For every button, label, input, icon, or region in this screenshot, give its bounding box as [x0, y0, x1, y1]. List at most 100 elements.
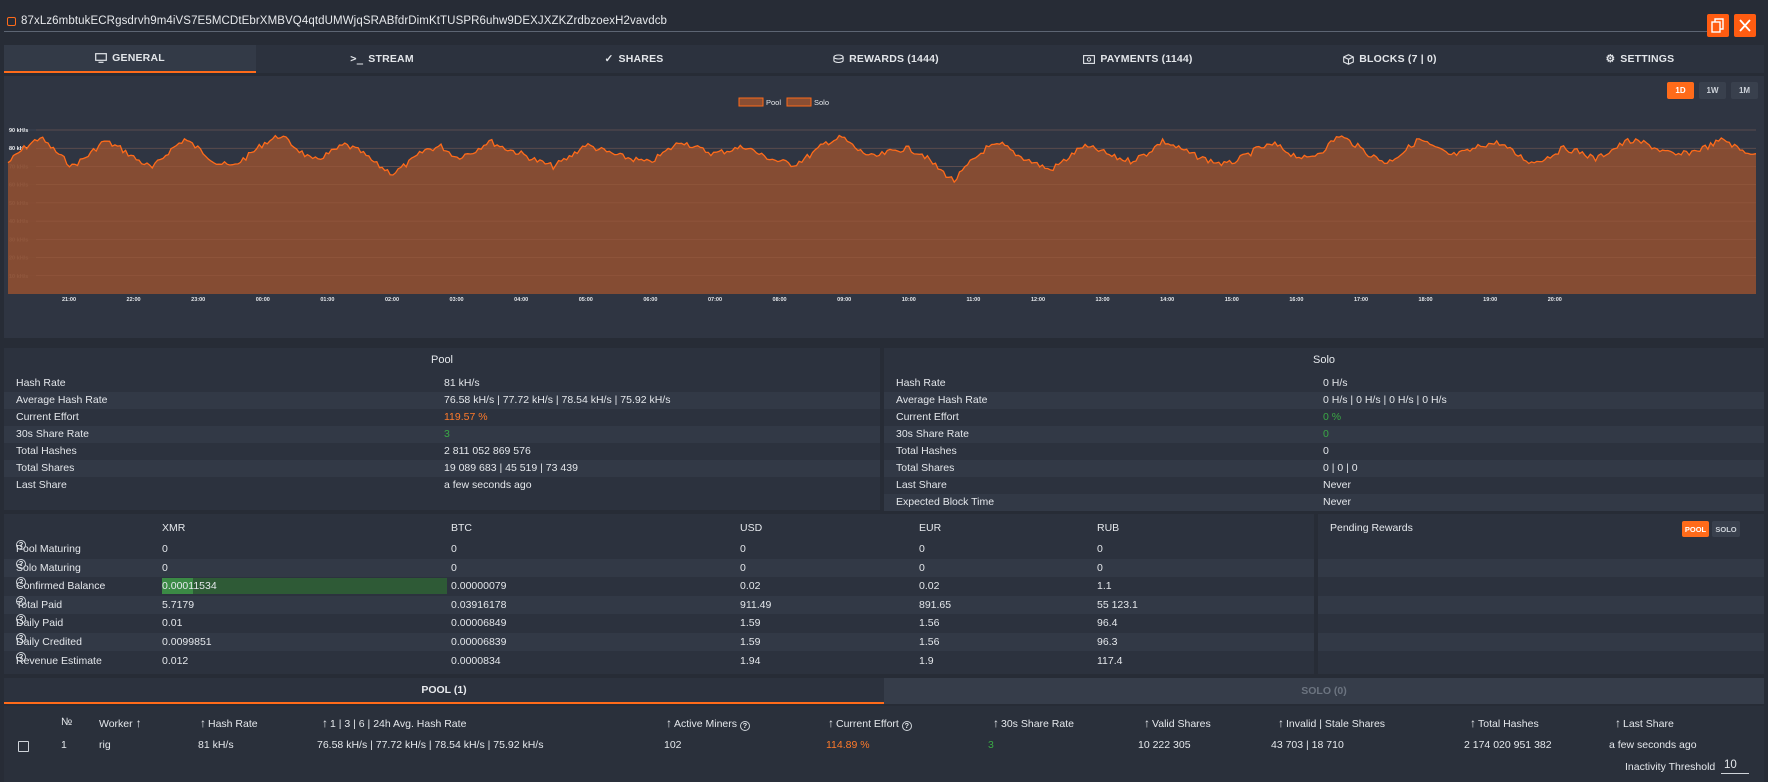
solo-stat-value: 0 H/s — [1323, 377, 1348, 389]
worker-hashrate: 81 kH/s — [198, 739, 234, 751]
range-1w-button[interactable]: 1W — [1699, 82, 1726, 99]
tab-pool-workers[interactable]: POOL (1) — [4, 678, 884, 704]
rewards-row-label-text: Pool Maturing — [16, 543, 81, 555]
solo-stat-value: 0 — [1323, 445, 1329, 457]
help-icon[interactable]: ? — [739, 721, 750, 731]
help-icon[interactable]: ? — [16, 595, 26, 606]
cube-icon — [1343, 53, 1355, 65]
rewards-cell: 96.4 — [1097, 617, 1118, 630]
sort-up-icon: ↑ — [135, 716, 142, 730]
rewards-cell: 0 — [740, 561, 746, 574]
range-1d-button[interactable]: 1D — [1667, 82, 1694, 99]
rewards-cell: 0.00011534 — [162, 580, 217, 593]
pool-stat-label: Total Shares — [16, 462, 75, 474]
rewards-col-header: XMR — [162, 522, 186, 534]
tab-blocks[interactable]: BLOCKS (7 | 0) — [1264, 45, 1516, 73]
tab-rewards[interactable]: REWARDS (1444) — [760, 45, 1012, 73]
rewards-row-label-text: Confirmed Balance — [16, 580, 106, 593]
help-icon[interactable]: ? — [16, 633, 26, 643]
rewards-row: ? Solo Maturing 0 0 0 0 0 — [4, 558, 1314, 577]
monitor-icon — [95, 53, 108, 63]
rewards-cell: 0.01 — [162, 617, 183, 630]
col-header-invalid-label: Invalid | Stale Shares — [1286, 718, 1386, 730]
help-icon[interactable]: ? — [16, 614, 26, 625]
help-icon[interactable]: ? — [16, 558, 26, 569]
col-header-share-rate[interactable]: ↑ 30s Share Rate — [993, 716, 1074, 730]
col-header-total-hashes[interactable]: ↑ Total Hashes — [1470, 716, 1539, 730]
tab-shares[interactable]: ✓ SHARES — [508, 45, 760, 73]
solo-stat-row: Expected Block Time Never — [884, 494, 1764, 511]
sort-up-icon: ↑ — [1615, 716, 1621, 730]
legend-label: Pool — [766, 98, 781, 107]
help-icon[interactable]: ? — [16, 540, 26, 550]
solo-stat-row: Current Effort 0 % — [884, 409, 1764, 426]
rewards-cell: 5.7179 — [162, 598, 195, 611]
hashrate-chart: 10 kH/s20 kH/s30 kH/s40 kH/s50 kH/s60 kH… — [7, 97, 1757, 303]
col-header-last-share[interactable]: ↑ Last Share — [1615, 716, 1674, 730]
tab-payments[interactable]: PAYMENTS (1144) — [1012, 45, 1264, 73]
tab-general[interactable]: GENERAL — [4, 45, 256, 73]
copy-icon — [1711, 18, 1724, 33]
tab-general-label: GENERAL — [112, 52, 165, 64]
help-icon[interactable]: ? — [901, 721, 912, 731]
close-button[interactable] — [1734, 14, 1756, 37]
pending-row — [1318, 652, 1764, 670]
x-tick-label: 17:00 — [1354, 297, 1368, 303]
rewards-cell: 0 — [451, 561, 457, 574]
row-checkbox[interactable] — [18, 741, 29, 752]
copy-button[interactable] — [1707, 14, 1729, 37]
sort-up-icon: ↑ — [1470, 716, 1476, 730]
help-icon[interactable]: ? — [16, 577, 26, 588]
solo-stat-label: Hash Rate — [896, 377, 946, 389]
inactivity-threshold-input[interactable]: 10 — [1721, 757, 1749, 774]
gear-icon: ⚙ — [1605, 53, 1616, 65]
wallet-icon — [7, 17, 16, 26]
pool-stat-label: Last Share — [16, 479, 67, 491]
rewards-row-label: ? Daily Paid — [16, 614, 63, 632]
solo-stat-value: Never — [1323, 496, 1352, 508]
rewards-cell: 0 — [162, 561, 168, 574]
solo-stat-row: Total Shares 0 | 0 | 0 — [884, 460, 1764, 477]
sort-up-icon: ↑ — [200, 716, 206, 730]
tab-settings[interactable]: ⚙ SETTINGS — [1516, 45, 1764, 73]
pool-stat-row: Average Hash Rate 76.58 kH/s | 77.72 kH/s… — [4, 392, 880, 409]
col-header-avg-hashrate[interactable]: ↑ 1 | 3 | 6 | 24h Avg. Hash Rate — [322, 716, 466, 730]
range-1m-button[interactable]: 1M — [1731, 82, 1758, 99]
col-header-valid[interactable]: ↑ Valid Shares — [1144, 716, 1211, 730]
pool-stat-label: Hash Rate — [16, 377, 66, 389]
pool-stat-value: 3 — [444, 428, 450, 440]
pending-solo-button[interactable]: SOLO — [1712, 521, 1740, 537]
pending-rewards-title: Pending Rewards — [1330, 522, 1413, 534]
x-tick-label: 11:00 — [967, 297, 981, 303]
col-header-worker[interactable]: Worker ↑ — [99, 716, 144, 730]
rewards-cell: 1.56 — [919, 617, 940, 630]
pending-pool-button[interactable]: POOL — [1682, 521, 1709, 537]
help-icon[interactable]: ? — [16, 651, 26, 662]
terminal-icon: >_ — [350, 53, 364, 65]
worker-tabs: POOL (1) SOLO (0) — [4, 678, 1764, 704]
sort-up-icon: ↑ — [1144, 716, 1150, 730]
table-row[interactable] — [4, 734, 1764, 754]
solo-stat-row: Total Hashes 0 — [884, 443, 1764, 460]
col-header-invalid[interactable]: ↑ Invalid | Stale Shares — [1278, 716, 1385, 730]
rewards-cell: 1.59 — [740, 636, 761, 648]
col-header-effort[interactable]: ↑ Current Effort ? — [828, 716, 915, 731]
col-header-active-miners[interactable]: ↑ Active Miners ? — [666, 716, 753, 731]
legend-label: Solo — [814, 98, 829, 107]
rewards-cell: 0.03916178 — [451, 598, 507, 611]
worker-name: rig — [99, 739, 111, 751]
tab-stream[interactable]: >_ STREAM — [256, 45, 508, 73]
confirmed-balance-progress-fill — [162, 578, 194, 595]
rewards-cell: 891.65 — [919, 598, 952, 611]
pending-row — [1318, 633, 1764, 651]
x-tick-label: 13:00 — [1096, 297, 1110, 303]
wallet-address: 87xLz6mbtukECRgsdrvh9m4iVS7E5MCDtEbrXMBV… — [21, 15, 668, 27]
solo-stat-label: Current Effort — [896, 411, 959, 423]
solo-stat-row: 30s Share Rate 0 — [884, 426, 1764, 443]
tab-solo-workers[interactable]: SOLO (0) — [884, 678, 1764, 704]
workers-table: № Worker ↑ ↑ Hash Rate ↑ 1 | 3 | 6 | 24h A… — [4, 706, 1764, 782]
pool-stat-value: 76.58 kH/s | 77.72 kH/s | 78.54 kH/s | 7… — [444, 394, 671, 406]
col-header-hashrate[interactable]: ↑ Hash Rate — [200, 716, 258, 730]
solo-stat-row: Average Hash Rate 0 H/s | 0 H/s | 0 H/s |… — [884, 392, 1764, 409]
rewards-cell: 0.02 — [919, 580, 940, 593]
